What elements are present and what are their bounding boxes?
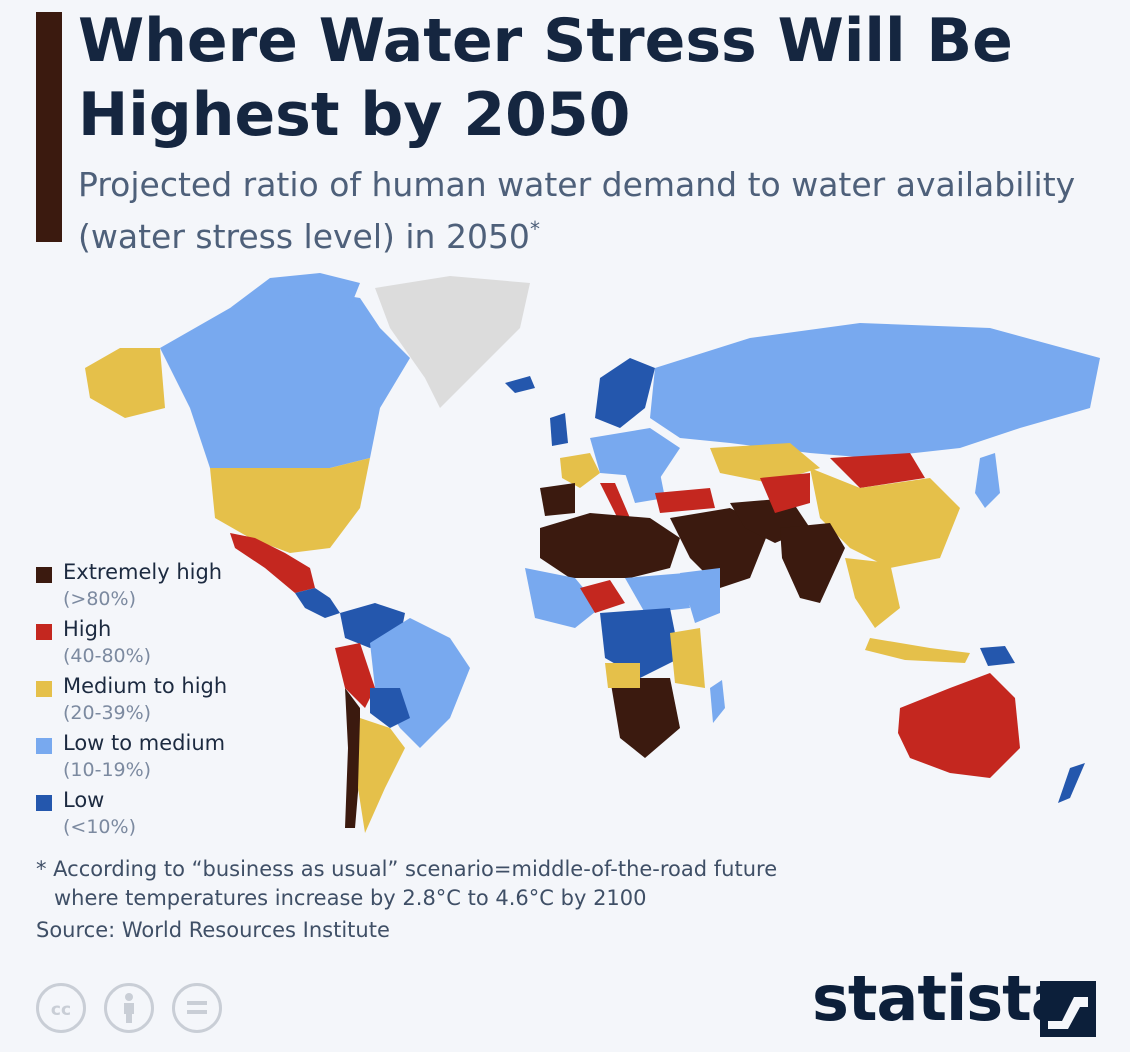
region-central-asia [760, 473, 810, 513]
page-subtitle: Projected ratio of human water demand to… [78, 163, 1078, 259]
attribution-glyph [124, 993, 134, 1023]
subtitle-footnote-marker: * [529, 217, 540, 241]
region-papua [980, 646, 1015, 666]
region-kazakhstan [710, 443, 820, 483]
subtitle-text: Projected ratio of human water demand to… [78, 165, 1076, 256]
region-mongolia [830, 453, 925, 488]
region-scandinavia [595, 358, 655, 428]
region-france [560, 453, 600, 488]
region-balkans [625, 473, 665, 503]
region-china [810, 468, 960, 568]
region-india [780, 523, 845, 603]
legend-label: Low to medium [63, 731, 226, 755]
region-chile [345, 688, 360, 828]
legend-swatch [36, 681, 52, 697]
region-angola [605, 663, 640, 688]
legend-swatch [36, 795, 52, 811]
no-derivatives-icon[interactable] [172, 983, 222, 1033]
region-west-africa [525, 568, 600, 628]
region-horn-of-africa [680, 568, 720, 623]
region-uk [550, 413, 568, 446]
region-central-europe [590, 428, 680, 478]
world-map [85, 273, 1100, 833]
legend-label: Low [63, 788, 105, 812]
region-indonesia [865, 638, 970, 663]
region-new-zealand [1058, 763, 1085, 803]
legend-swatch [36, 624, 52, 640]
region-central-america [295, 588, 340, 618]
footnote-line-1: * According to “business as usual” scena… [36, 857, 778, 881]
footnote-line-2: where temperatures increase by 2.8°C to … [54, 886, 647, 910]
region-madagascar [710, 680, 725, 723]
region-canadian-arctic-islands [230, 273, 360, 308]
footnote: * According to “business as usual” scena… [36, 855, 936, 913]
region-southeast-asia [845, 558, 900, 628]
legend-range: (40-80%) [63, 645, 152, 667]
region-canada [160, 288, 410, 468]
region-mexico [230, 533, 315, 593]
legend-swatch [36, 738, 52, 754]
title-accent-bar [36, 12, 62, 242]
region-russia [650, 323, 1100, 458]
region-southern-africa [610, 678, 680, 758]
region-east-africa [670, 628, 705, 688]
region-alaska [85, 348, 165, 418]
creative-commons-glyph: cc [51, 1000, 71, 1020]
legend-swatch [36, 567, 52, 583]
region-central-africa [600, 608, 680, 678]
region-usa [210, 458, 370, 553]
legend-range: (<10%) [63, 816, 136, 838]
legend-range: (20-39%) [63, 702, 152, 724]
region-iceland [505, 376, 535, 393]
region-iberia [540, 483, 575, 516]
region-bolivia-paraguay [370, 688, 410, 728]
region-turkey [655, 488, 715, 513]
page-title: Where Water Stress Will Be Highest by 20… [78, 6, 1013, 150]
legend-range: (10-19%) [63, 759, 152, 781]
statista-logo-text[interactable]: statista [812, 962, 1073, 1035]
source-note: Source: World Resources Institute [36, 918, 390, 942]
region-italy [600, 483, 630, 523]
legend-label: High [63, 617, 112, 641]
no-derivatives-glyph [187, 1001, 207, 1014]
region-north-africa [540, 513, 680, 578]
region-argentina [358, 718, 405, 833]
creative-commons-icon[interactable]: cc [36, 983, 86, 1033]
region-sahel [625, 573, 690, 613]
legend-label: Extremely high [63, 560, 223, 584]
statista-logo-icon[interactable] [1040, 981, 1096, 1037]
region-japan [975, 453, 1000, 508]
region-greenland [375, 276, 530, 408]
region-australia [898, 673, 1020, 778]
attribution-icon[interactable] [104, 983, 154, 1033]
region-nigeria [580, 580, 625, 613]
svg-text:cc: cc [51, 1000, 71, 1020]
legend-range: (>80%) [63, 588, 136, 610]
legend-label: Medium to high [63, 674, 228, 698]
region-peru [335, 643, 375, 708]
